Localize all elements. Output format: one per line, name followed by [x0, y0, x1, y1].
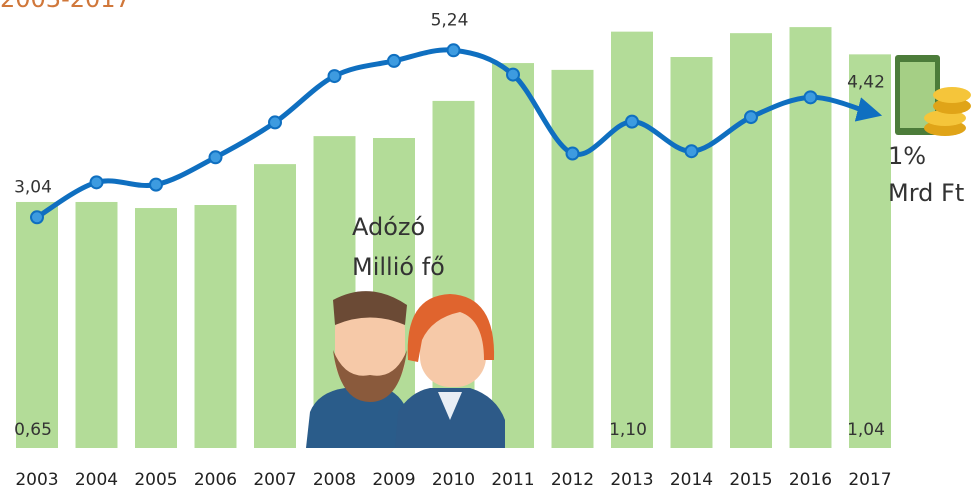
line-point [744, 110, 758, 125]
line-point [506, 67, 520, 82]
x-tick-label: 2016 [789, 470, 832, 489]
annotation: Adózó [352, 213, 425, 241]
line-point [30, 210, 44, 225]
line-point [89, 175, 104, 190]
bar [16, 201, 58, 448]
line-point [446, 43, 461, 58]
x-tick-label: 2003 [15, 470, 58, 489]
bar [551, 69, 594, 448]
bar [135, 208, 177, 448]
line-point [565, 146, 580, 161]
x-tick-label: 2009 [372, 470, 415, 489]
x-tick-label: 2014 [670, 470, 713, 489]
line-point [803, 90, 818, 105]
line-point [208, 150, 223, 165]
value-label: 3,04 [14, 177, 52, 197]
chart-title: 2003-2017 [0, 0, 131, 13]
x-tick-label: 2013 [610, 470, 653, 489]
x-tick-label: 2007 [253, 470, 296, 489]
bar [194, 205, 237, 448]
bar [730, 33, 772, 448]
annotation: Mrd Ft [888, 179, 964, 207]
taxpayers-icon [306, 291, 505, 448]
value-label: 4,42 [847, 73, 885, 93]
line-point [625, 114, 639, 129]
line-point [387, 53, 401, 68]
value-label: 5,24 [431, 10, 469, 30]
x-tick-label: 2011 [491, 470, 534, 489]
bar [75, 201, 118, 448]
x-tick-label: 2005 [134, 470, 177, 489]
x-tick-label: 2017 [848, 470, 891, 489]
x-tick-label: 2004 [75, 470, 118, 489]
x-tick-label: 2012 [551, 470, 594, 489]
x-tick-label: 2006 [194, 470, 237, 489]
bar [492, 63, 534, 449]
annotation: Millió fő [352, 253, 445, 281]
x-tick-label: 2010 [432, 470, 475, 489]
line-point [684, 144, 699, 159]
x-tick-label: 2008 [313, 470, 356, 489]
x-tick-label: 2015 [729, 470, 772, 489]
bar [670, 57, 713, 449]
value-label: 1,10 [609, 420, 647, 440]
bar [254, 164, 296, 448]
annotation: 1% [888, 142, 926, 170]
money-icon [895, 55, 971, 136]
bar [789, 27, 832, 448]
value-label: 1,04 [847, 420, 885, 440]
line-point [268, 115, 282, 130]
bar [611, 31, 653, 449]
line-point [327, 69, 342, 84]
line-point [149, 177, 163, 192]
value-label: 0,65 [14, 420, 52, 440]
bar [849, 54, 891, 449]
